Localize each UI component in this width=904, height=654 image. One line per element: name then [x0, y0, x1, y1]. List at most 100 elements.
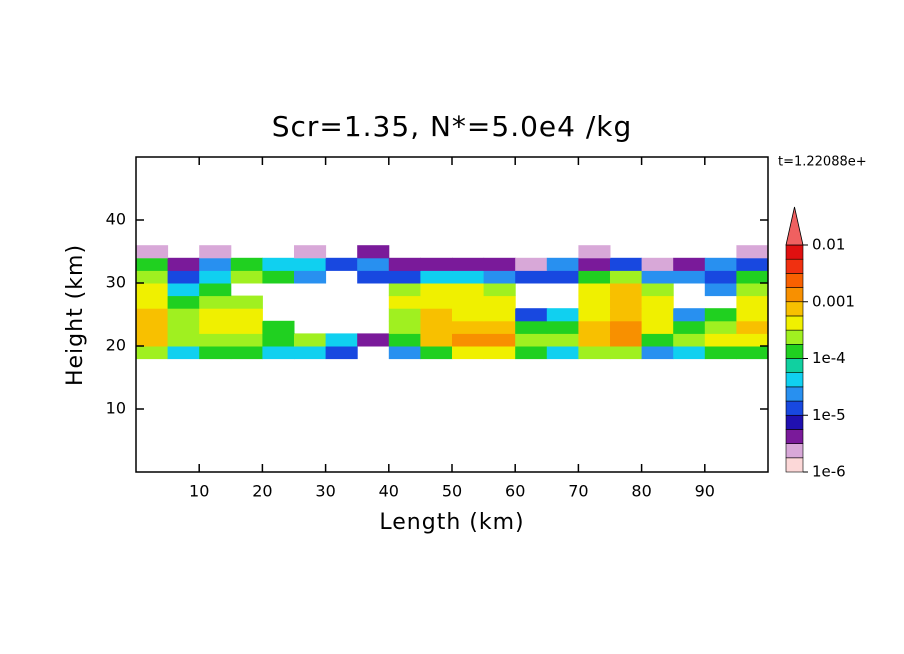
- contour-cell: [641, 283, 674, 297]
- contour-cell: [515, 308, 548, 322]
- contour-cell: [736, 270, 769, 284]
- colorbar-bin: [785, 400, 804, 416]
- contour-cell: [736, 257, 769, 271]
- contour-cell: [546, 308, 579, 322]
- colorbar-bin: [785, 344, 804, 359]
- contour-cell: [546, 333, 579, 347]
- colorbar-tick-label: 1e-6: [812, 463, 846, 481]
- contour-cell: [452, 295, 485, 309]
- colorbar-bin: [785, 372, 804, 388]
- contour-cell: [388, 257, 421, 271]
- colorbar-tick-label: 0.001: [812, 292, 855, 310]
- contour-cell: [673, 270, 706, 284]
- contour-cell: [483, 320, 516, 334]
- contour-cell: [641, 320, 674, 334]
- contour-cell: [578, 245, 611, 259]
- contour-cell: [167, 333, 200, 347]
- contour-cell: [673, 320, 706, 334]
- contour-cell: [515, 257, 548, 271]
- contour-cell: [610, 257, 643, 271]
- colorbar-tick-label: 1e-5: [812, 406, 846, 424]
- colorbar-bin: [785, 315, 804, 331]
- contour-cell: [294, 245, 327, 259]
- contour-cell: [515, 333, 548, 347]
- x-tick-label: 70: [568, 482, 588, 501]
- contour-cell: [167, 257, 200, 271]
- contour-cell: [673, 308, 706, 322]
- contour-cell: [578, 346, 611, 360]
- contour-cell: [483, 333, 516, 347]
- contour-cell: [420, 320, 453, 334]
- contour-cell: [483, 270, 516, 284]
- contour-cell: [199, 295, 232, 309]
- x-tick-label: 40: [379, 482, 399, 501]
- contour-cell: [452, 257, 485, 271]
- colorbar-bin: [785, 329, 804, 345]
- contour-cell: [388, 283, 421, 297]
- contour-cell: [167, 320, 200, 334]
- contour-cell: [578, 295, 611, 309]
- contour-cell: [136, 295, 169, 309]
- colorbar-bin: [785, 273, 804, 288]
- x-tick-label: 50: [442, 482, 462, 501]
- colorbar-tick-label: 1e-4: [812, 349, 846, 367]
- contour-cell: [136, 245, 169, 259]
- contour-cell: [325, 333, 358, 347]
- contour-cell: [388, 270, 421, 284]
- colorbar-bin: [785, 301, 804, 317]
- colorbar-bin: [785, 244, 804, 260]
- contour-cell: [136, 283, 169, 297]
- contour-cell: [673, 333, 706, 347]
- contour-cell: [262, 257, 295, 271]
- contour-cell: [230, 308, 263, 322]
- contour-cell: [136, 333, 169, 347]
- contour-cell: [420, 270, 453, 284]
- contour-cell: [704, 283, 737, 297]
- contour-cell: [199, 245, 232, 259]
- contour-cell: [230, 333, 263, 347]
- contour-cell: [167, 295, 200, 309]
- contour-cell: [578, 333, 611, 347]
- contour-cell: [610, 283, 643, 297]
- contour-cell: [357, 270, 390, 284]
- contour-cell: [641, 270, 674, 284]
- contour-cell: [641, 346, 674, 360]
- contour-cell: [736, 295, 769, 309]
- contour-cell: [610, 346, 643, 360]
- contour-cell: [483, 346, 516, 360]
- contour-cell: [230, 257, 263, 271]
- contour-cell: [515, 270, 548, 284]
- contour-cell: [420, 257, 453, 271]
- y-tick-label: 20: [106, 336, 126, 355]
- y-tick-label: 10: [106, 399, 126, 418]
- contour-cell: [357, 257, 390, 271]
- contour-cell: [199, 333, 232, 347]
- contour-cell: [262, 270, 295, 284]
- contour-cell: [610, 308, 643, 322]
- contour-cell: [136, 257, 169, 271]
- contour-cell: [483, 257, 516, 271]
- contour-cell: [704, 346, 737, 360]
- contour-cell: [736, 245, 769, 259]
- contour-cell: [452, 308, 485, 322]
- contour-cell: [294, 333, 327, 347]
- contour-cell: [704, 257, 737, 271]
- contour-cell: [610, 295, 643, 309]
- contour-cell: [420, 295, 453, 309]
- contour-cell: [230, 320, 263, 334]
- contour-cell: [388, 308, 421, 322]
- contour-cell: [420, 346, 453, 360]
- contour-cell: [388, 320, 421, 334]
- contour-cell: [294, 346, 327, 360]
- contour-cell: [452, 283, 485, 297]
- contour-cell: [578, 308, 611, 322]
- y-tick-label: 30: [106, 273, 126, 292]
- contour-cell: [736, 333, 769, 347]
- x-tick-label: 20: [252, 482, 272, 501]
- contour-cell: [610, 270, 643, 284]
- contour-cell: [578, 257, 611, 271]
- contour-cell: [167, 270, 200, 284]
- contour-cell: [704, 308, 737, 322]
- contour-cell: [262, 346, 295, 360]
- contour-cell: [294, 257, 327, 271]
